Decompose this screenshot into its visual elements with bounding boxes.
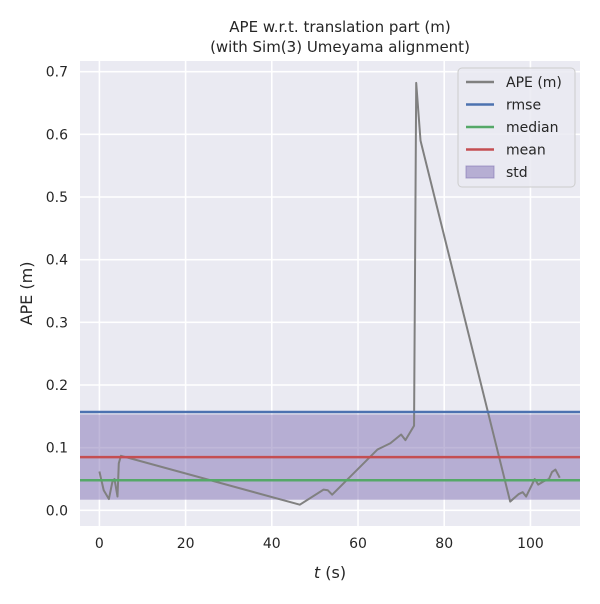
legend-swatch: [465, 165, 495, 179]
x-axis-label-unit: (s): [320, 563, 346, 582]
chart-title: APE w.r.t. translation part (m): [229, 18, 450, 36]
y-tick-label: 0.5: [46, 190, 68, 206]
legend-label: median: [506, 120, 558, 136]
legend-label: APE (m): [506, 75, 562, 91]
y-tick-label: 0.2: [46, 378, 68, 394]
x-tick-label: 0: [95, 536, 104, 552]
x-axis-label: t (s): [314, 563, 346, 582]
series-layer: [98, 81, 561, 506]
stat-lines-layer: [80, 410, 580, 482]
y-tick-label: 0.7: [46, 65, 68, 81]
y-tick-label: 0.0: [46, 503, 68, 519]
tick-labels: 0 20 40 60 80 100 0.0 0.1 0.2 0.3 0.4 0.5 0.6 0.7: [46, 65, 544, 552]
y-tick-label: 0.3: [46, 315, 68, 331]
y-axis-label: APE (m): [17, 262, 36, 326]
y-tick-label: 0.1: [46, 441, 68, 457]
x-tick-label: 40: [263, 536, 281, 552]
x-tick-label: 60: [349, 536, 367, 552]
x-tick-label: 20: [177, 536, 195, 552]
y-tick-label: 0.6: [46, 127, 68, 143]
legend-label: mean: [506, 143, 546, 159]
x-tick-label: 80: [435, 536, 453, 552]
x-axis-label-t: t: [314, 563, 321, 582]
legend-box: [457, 67, 576, 188]
chart-subtitle: (with Sim(3) Umeyama alignment): [210, 38, 470, 56]
legend-label: rmse: [506, 98, 541, 114]
y-tick-label: 0.4: [46, 253, 68, 269]
x-tick-label: 100: [517, 536, 544, 552]
ape-series-line: [98, 81, 561, 506]
legend: APE (m) rmse median mean std: [457, 67, 576, 188]
legend-label: std: [506, 165, 528, 181]
